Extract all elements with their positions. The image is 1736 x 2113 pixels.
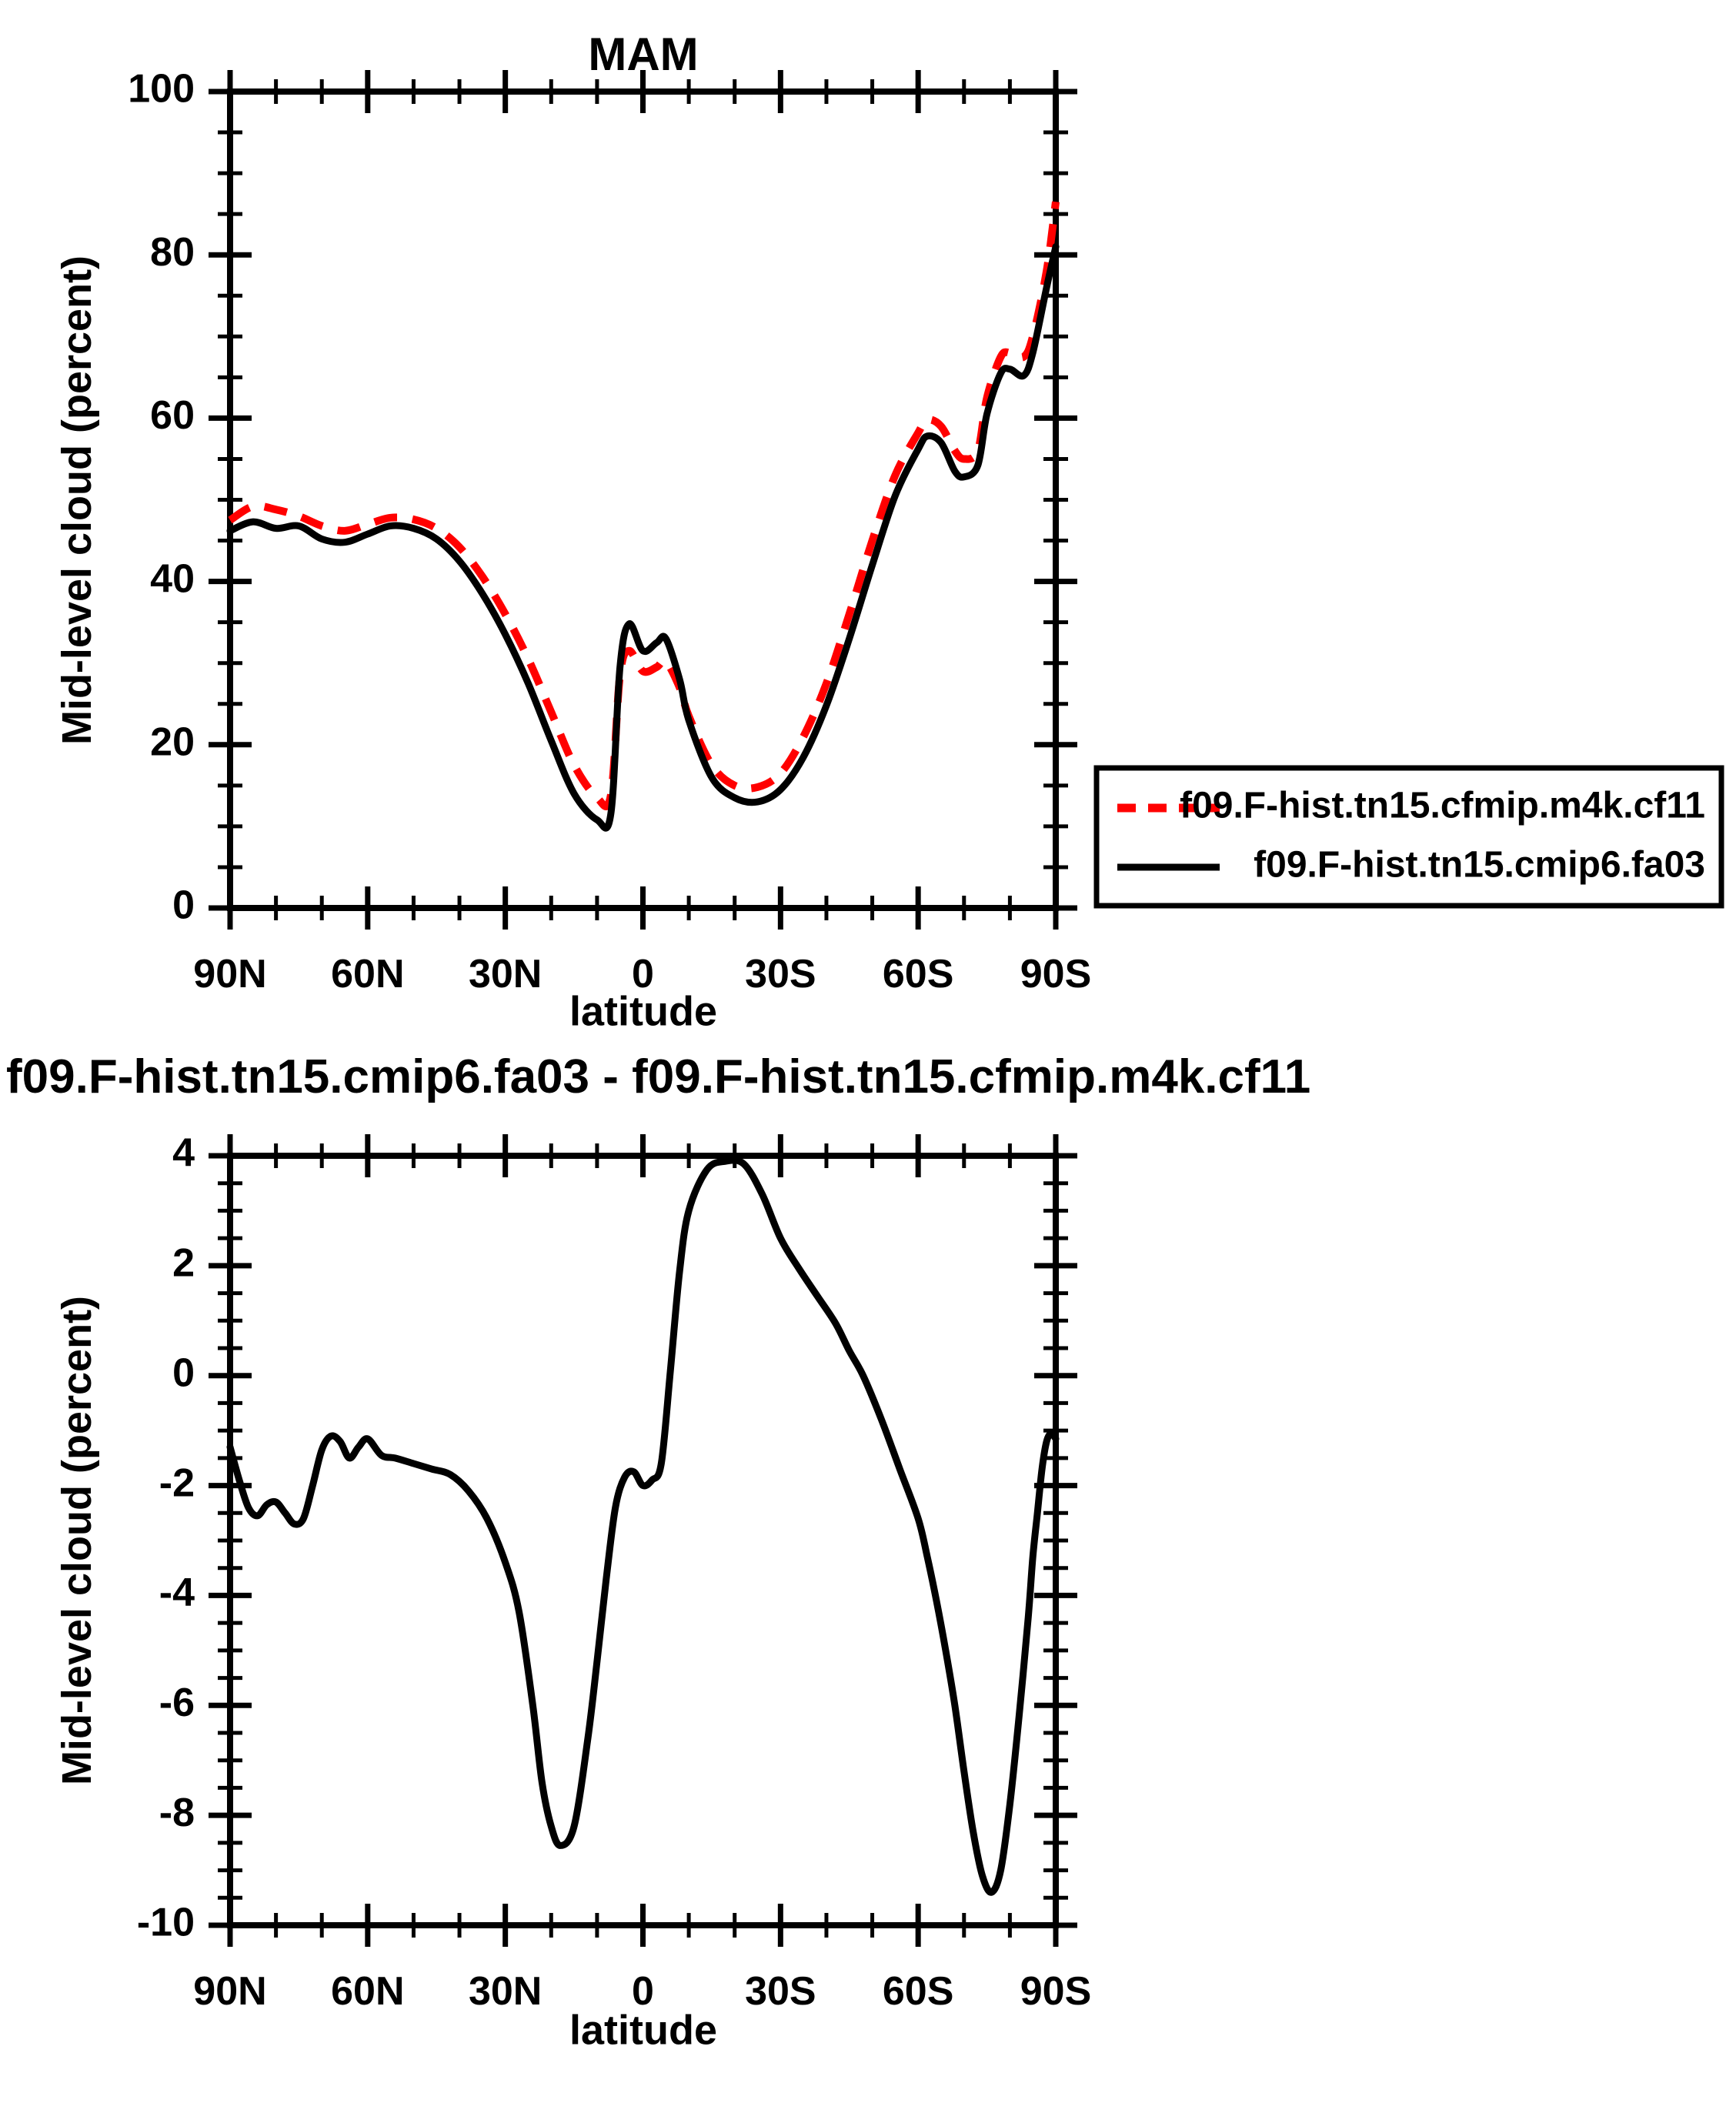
panel-lower: 4 2 0 -2 -4 -6 -8 -10 90N 60N 30N 0 30S 60S 90S latit… [54,1131,1091,2054]
x-tick-label: 60N [331,952,404,996]
panel1-series-group [226,201,1060,832]
y-tick-label: -2 [159,1460,195,1505]
x-tick-label: 0 [632,1969,654,2014]
panel2-y-tick-labels: 4 2 0 -2 -4 -6 -8 -10 [137,1131,195,1945]
y-tick-label: 80 [150,230,195,275]
panel1-x-axis-title: latitude [569,988,717,1034]
x-tick-label: 30S [745,1969,816,2014]
x-tick-label: 30N [469,952,542,996]
y-tick-label: -6 [159,1681,195,1725]
legend-box [1093,765,1724,909]
panel2-series-group [226,1157,1060,1896]
x-tick-label: 30N [469,1969,542,2014]
y-tick-label: -10 [137,1901,195,1945]
panel1-ticks [209,70,1077,930]
legend-entry-cfmip[interactable]: f09.F-hist.tn15.cfmip.m4k.cf11 [1117,786,1705,826]
x-tick-label: 60N [331,1969,404,2014]
y-tick-label: 2 [172,1241,195,1286]
panel1-plot-frame [227,88,1059,911]
panel2-y-axis-title: Mid-level cloud (percent) [54,1296,100,1785]
x-tick-label: 30S [745,952,816,996]
y-tick-label: 20 [150,720,195,765]
y-tick-label: 4 [172,1131,195,1176]
x-tick-label: 60S [883,952,954,996]
panel1-y-axis-title: Mid-level cloud (percent) [54,255,100,745]
series-line-solid [226,1157,1060,1896]
x-tick-label: 90S [1020,952,1092,996]
panel2-plot-frame [227,1153,1059,1928]
x-tick-label: 0 [632,952,654,996]
y-tick-label: -8 [159,1791,195,1835]
legend-label-cfmip: f09.F-hist.tn15.cfmip.m4k.cf11 [1180,786,1705,826]
series-line-dashed [228,201,1060,810]
panel1-y-tick-labels: 100 80 60 40 20 0 [128,67,195,928]
difference-panel-title: f09.F-hist.tn15.cmip6.fa03 - f09.F-hist.… [6,1050,1310,1103]
panel2-x-tick-labels: 90N 60N 30N 0 30S 60S 90S [193,1969,1091,2014]
panel2-x-axis-title: latitude [569,2007,717,2053]
y-tick-label: 40 [150,556,195,601]
x-tick-label: 90N [193,1969,266,2014]
legend-entry-cmip6[interactable]: f09.F-hist.tn15.cmip6.fa03 [1117,845,1705,886]
y-tick-label: 100 [128,67,195,112]
y-tick-label: 0 [172,883,195,928]
y-tick-label: -4 [159,1571,195,1615]
y-tick-label: 0 [172,1350,195,1395]
legend-label-cmip6: f09.F-hist.tn15.cmip6.fa03 [1254,845,1705,886]
y-tick-label: 60 [150,393,195,438]
panel1-x-tick-labels: 90N 60N 30N 0 30S 60S 90S [193,952,1091,996]
x-tick-label: 90N [193,952,266,996]
x-tick-label: 60S [883,1969,954,2014]
x-tick-label: 90S [1020,1969,1092,2014]
panel2-ticks [209,1134,1077,1947]
legend[interactable]: f09.F-hist.tn15.cfmip.m4k.cf11 f09.F-his… [1093,765,1724,909]
series-line-solid [226,243,1060,832]
